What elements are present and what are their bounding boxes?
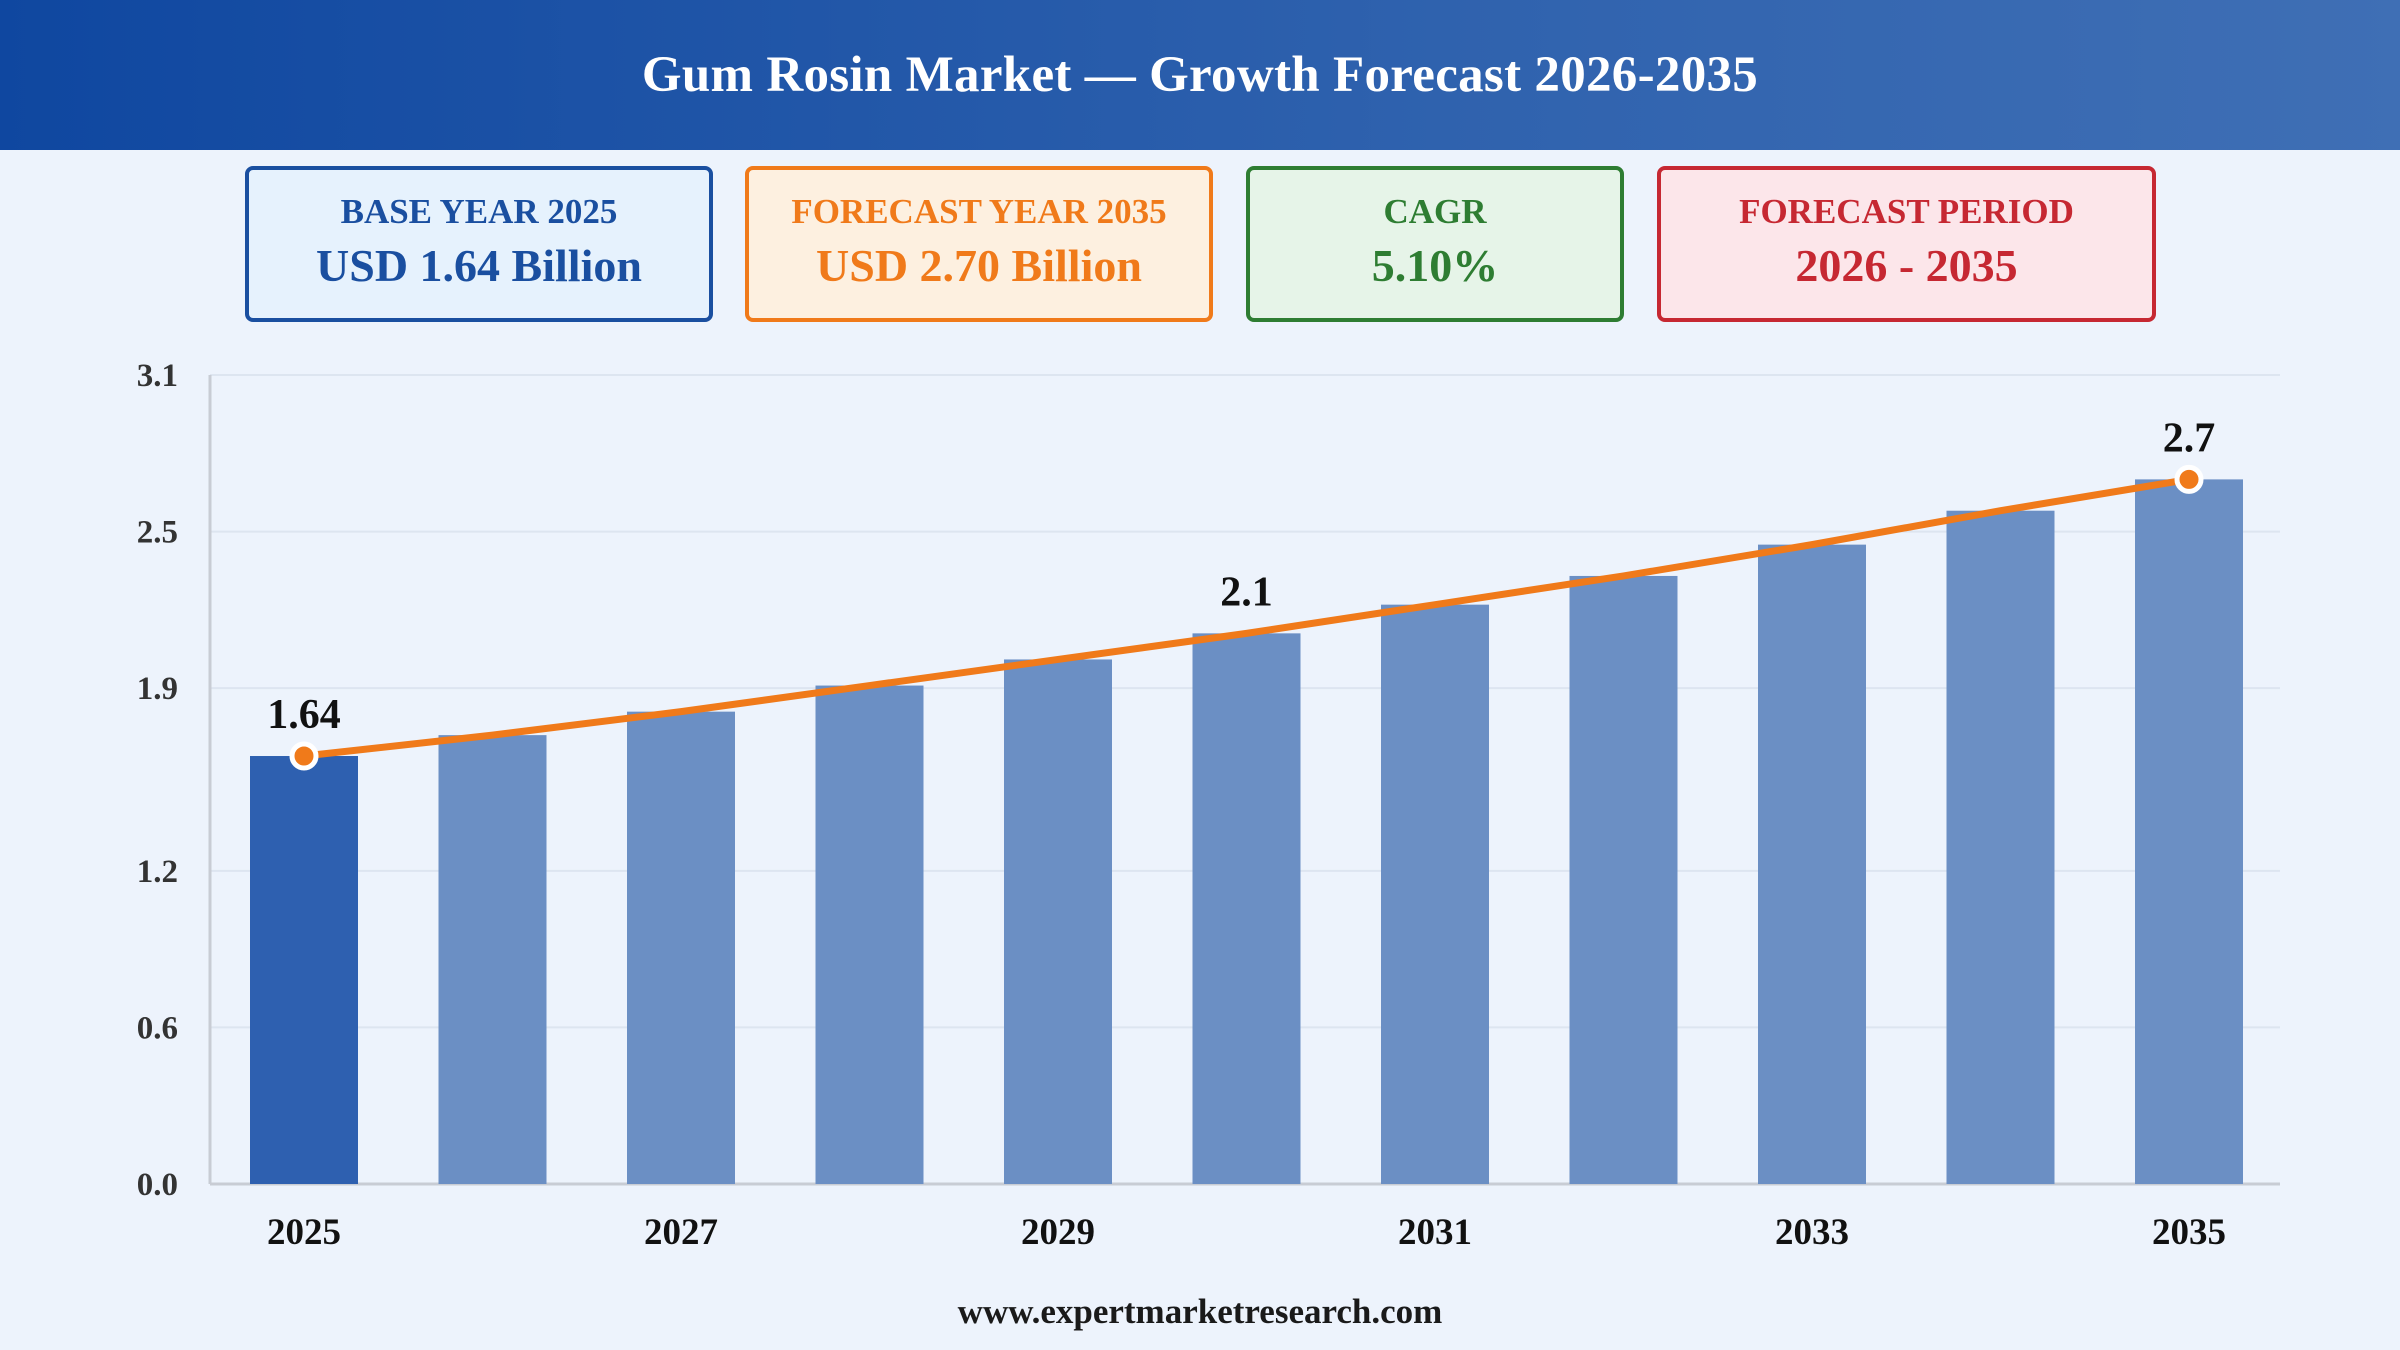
forecast-period-card: FORECAST PERIOD 2026 - 2035	[1657, 166, 2156, 322]
x-tick-label-2031: 2031	[1398, 1212, 1472, 1253]
cagr-value: 5.10%	[1371, 240, 1499, 292]
forecast-year-value: USD 2.70 Billion	[816, 240, 1142, 292]
x-tick-label-2033: 2033	[1775, 1212, 1849, 1253]
header-banner: Gum Rosin Market — Growth Forecast 2026-…	[0, 0, 2400, 150]
y-tick-label: 3.1	[137, 358, 178, 394]
base-year-card: BASE YEAR 2025 USD 1.64 Billion	[245, 166, 713, 322]
bar-2027	[627, 711, 735, 1184]
page-title: Gum Rosin Market — Growth Forecast 2026-…	[641, 47, 1759, 103]
bar-2032	[1569, 575, 1678, 1184]
y-tick-label: 0.6	[137, 1010, 178, 1046]
bar-2035	[2135, 479, 2243, 1184]
forecast-period-value: 2026 - 2035	[1795, 240, 2018, 292]
data-label-2030: 2.1	[1220, 569, 1273, 615]
x-tick-label-2025: 2025	[267, 1212, 341, 1253]
y-tick-label: 0.0	[137, 1167, 178, 1203]
x-tick-label-2029: 2029	[1021, 1212, 1095, 1253]
trend-marker-2035	[2174, 464, 2204, 494]
y-tick-label: 1.2	[137, 854, 178, 890]
trend-marker-2025	[289, 741, 319, 771]
bar-2034	[1946, 510, 2055, 1184]
data-label-2025: 1.64	[267, 692, 341, 738]
base-year-label: BASE YEAR 2025	[340, 191, 618, 231]
bar-2026	[438, 735, 547, 1184]
base-year-value: USD 1.64 Billion	[316, 240, 642, 292]
x-tick-label-2035: 2035	[2152, 1212, 2226, 1253]
y-tick-label: 1.9	[137, 671, 178, 707]
bar-2031	[1381, 604, 1489, 1184]
forecast-year-card: FORECAST YEAR 2035 USD 2.70 Billion	[745, 166, 1213, 322]
source-url: www.expertmarketresearch.com	[957, 1292, 1443, 1331]
bar-2033	[1758, 544, 1866, 1184]
x-tick-label-2027: 2027	[644, 1212, 718, 1253]
trend-line	[300, 475, 2193, 760]
forecast-period-label: FORECAST PERIOD	[1739, 191, 2074, 231]
bar-2028	[815, 685, 924, 1184]
cagr-label: CAGR	[1383, 191, 1487, 231]
forecast-year-label: FORECAST YEAR 2035	[791, 191, 1167, 231]
y-tick-label: 2.5	[137, 515, 178, 551]
cagr-card: CAGR 5.10%	[1246, 166, 1624, 322]
bar-2030	[1192, 633, 1301, 1184]
bar-2029	[1004, 659, 1112, 1184]
data-label-2035: 2.7	[2163, 415, 2216, 461]
bar-2025	[250, 756, 358, 1184]
